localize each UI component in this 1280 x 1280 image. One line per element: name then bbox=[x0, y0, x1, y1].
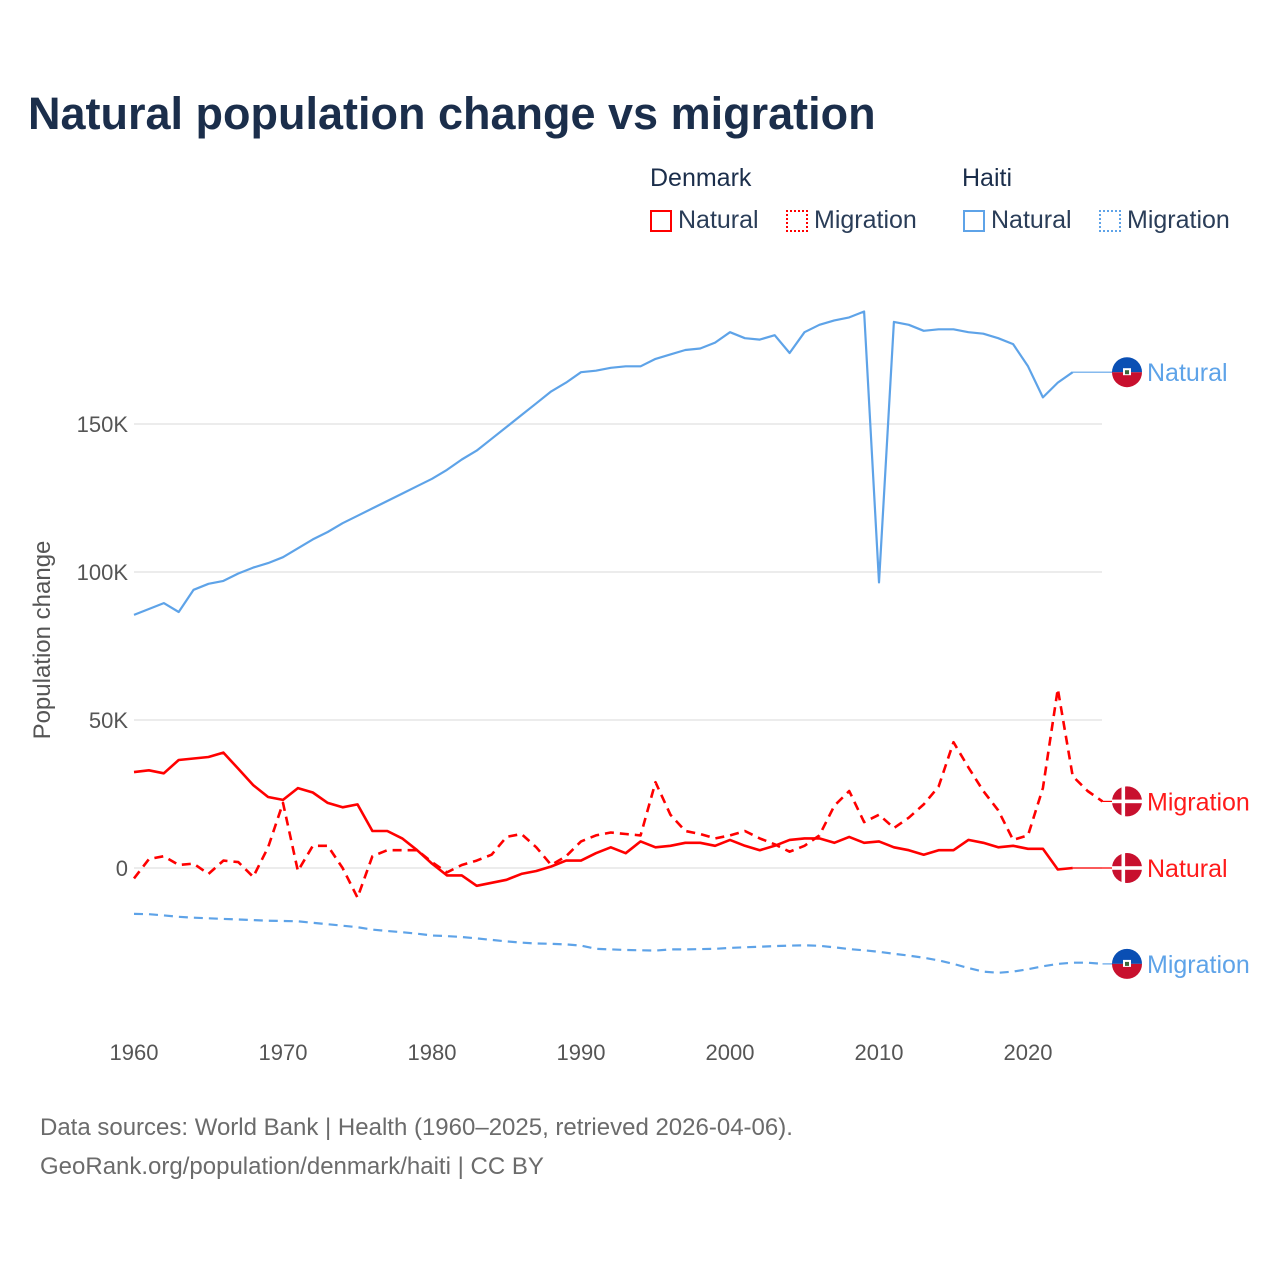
legend-label: Migration bbox=[1127, 206, 1230, 234]
x-tick-label: 1990 bbox=[557, 1040, 606, 1065]
y-tick-label: 50K bbox=[89, 708, 128, 733]
legend-denmark-natural[interactable]: Natural bbox=[650, 206, 759, 235]
flag-top bbox=[1112, 948, 1142, 964]
flag-cross-v bbox=[1121, 786, 1126, 817]
y-tick-label: 100K bbox=[77, 560, 129, 585]
legend-swatch-solid-red bbox=[650, 209, 672, 232]
haiti-flag-icon bbox=[1112, 357, 1142, 388]
denmark-flag-icon bbox=[1112, 853, 1142, 883]
x-tick-label: 2000 bbox=[706, 1040, 755, 1065]
x-tick-label: 2020 bbox=[1004, 1040, 1053, 1065]
y-tick-label: 0 bbox=[116, 856, 128, 881]
legend-swatch-dotted-red bbox=[786, 209, 808, 232]
legend-swatch-dotted-blue bbox=[1099, 209, 1121, 232]
end-label: Natural bbox=[1147, 359, 1228, 387]
legend-swatch-solid-blue bbox=[963, 209, 985, 232]
legend-group-denmark: Denmark bbox=[650, 164, 752, 192]
legend-haiti-migration[interactable]: Migration bbox=[1099, 206, 1230, 235]
legend-denmark-migration[interactable]: Migration bbox=[786, 206, 917, 235]
series-haiti-migration-line bbox=[133, 912, 1103, 974]
flag-cross-h bbox=[1112, 866, 1142, 870]
footer-source: Data sources: World Bank | Health (1960–… bbox=[40, 1114, 793, 1141]
flag-cross-h bbox=[1112, 799, 1142, 804]
end-label: Natural bbox=[1147, 855, 1228, 883]
flag-bottom bbox=[1112, 372, 1142, 388]
legend-group-haiti: Haiti bbox=[962, 164, 1013, 192]
haiti-flag-icon bbox=[1112, 948, 1142, 979]
legend-label: Natural bbox=[991, 206, 1072, 234]
series-haiti-natural-line bbox=[133, 310, 1074, 616]
footer: Data sources: World Bank | Health (1960–… bbox=[40, 1108, 793, 1186]
flag-bottom bbox=[1112, 963, 1142, 979]
flag-cross-v bbox=[1121, 853, 1126, 883]
y-axis-title: Population change bbox=[29, 541, 56, 740]
end-label: Migration bbox=[1147, 788, 1250, 816]
end-label: Migration bbox=[1147, 951, 1250, 979]
x-tick-label: 1970 bbox=[259, 1040, 308, 1065]
x-tick-label: 2010 bbox=[855, 1040, 904, 1065]
flag-top bbox=[1112, 357, 1142, 373]
y-tick-label: 150K bbox=[77, 412, 129, 437]
series-denmark-migration-line bbox=[132, 687, 1104, 899]
x-tick-label: 1960 bbox=[110, 1040, 159, 1065]
flag-emblem-detail bbox=[1125, 370, 1129, 375]
legend-haiti-natural[interactable]: Natural bbox=[963, 206, 1072, 235]
legend-label: Natural bbox=[678, 206, 759, 234]
flag-emblem-detail bbox=[1125, 961, 1129, 966]
chart-title: Natural population change vs migration bbox=[28, 88, 876, 139]
legend-label: Migration bbox=[814, 206, 917, 234]
series-denmark-natural-line bbox=[133, 751, 1073, 888]
x-tick-label: 1980 bbox=[408, 1040, 457, 1065]
footer-link: GeoRank.org/population/denmark/haiti | C… bbox=[40, 1153, 544, 1180]
denmark-flag-icon bbox=[1112, 786, 1142, 817]
